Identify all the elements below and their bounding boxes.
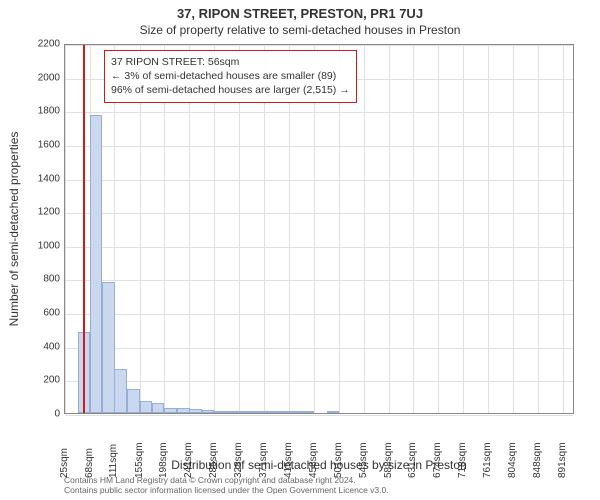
y-axis-label: Number of semi-detached properties [7,132,21,327]
gridline-v [389,45,390,413]
histogram-bar [177,408,190,413]
x-tick-label: 718sqm [457,418,468,478]
y-tick-label: 2000 [20,72,60,83]
histogram-bar [189,409,202,413]
y-tick-label: 600 [20,308,60,319]
x-tick-label: 111sqm [108,418,119,478]
gridline-v [538,45,539,413]
histogram-bar [202,410,215,413]
histogram-bar [277,411,290,413]
histogram-bar [252,411,265,413]
y-tick-label: 1400 [20,173,60,184]
gridline-v [463,45,464,413]
gridline-v [563,45,564,413]
histogram-bar [301,411,314,413]
page-subtitle: Size of property relative to semi-detach… [0,21,600,37]
y-tick-label: 0 [20,409,60,420]
x-tick-label: 241sqm [183,418,194,478]
y-tick-label: 400 [20,341,60,352]
x-tick-label: 631sqm [407,418,418,478]
histogram-bar [264,411,277,413]
annotation-line-1: 37 RIPON STREET: 56sqm [111,55,350,69]
copyright-notice: Contains HM Land Registry data © Crown c… [64,475,590,496]
histogram-bar [114,369,127,413]
copyright-line-1: Contains HM Land Registry data © Crown c… [64,475,590,486]
gridline-h [65,180,573,181]
x-tick-label: 415sqm [283,418,294,478]
x-tick-label: 371sqm [258,418,269,478]
x-tick-label: 674sqm [432,418,443,478]
page-title: 37, RIPON STREET, PRESTON, PR1 7UJ [0,0,600,21]
y-tick-label: 200 [20,375,60,386]
x-tick-label: 25sqm [59,418,70,478]
x-tick-label: 761sqm [482,418,493,478]
x-tick-label: 285sqm [208,418,219,478]
x-tick-label: 848sqm [532,418,543,478]
x-tick-label: 155sqm [134,418,145,478]
gridline-h [65,45,573,46]
y-tick-label: 1800 [20,106,60,117]
annotation-box: 37 RIPON STREET: 56sqm ← 3% of semi-deta… [104,50,357,103]
gridline-v [65,45,66,413]
gridline-h [65,213,573,214]
gridline-h [65,247,573,248]
annotation-line-3: 96% of semi-detached houses are larger (… [111,83,350,97]
gridline-v [364,45,365,413]
histogram-bar [227,411,240,413]
gridline-v [413,45,414,413]
gridline-v [513,45,514,413]
histogram-bar [239,411,252,413]
chart-area: Number of semi-detached properties Distr… [64,44,574,414]
y-tick-label: 1000 [20,240,60,251]
gridline-h [65,314,573,315]
y-tick-label: 800 [20,274,60,285]
y-tick-label: 1600 [20,139,60,150]
copyright-line-2: Contains public sector information licen… [64,485,590,496]
gridline-h [65,415,573,416]
gridline-h [65,146,573,147]
x-tick-label: 458sqm [308,418,319,478]
histogram-bar [327,411,340,413]
x-tick-label: 545sqm [358,418,369,478]
x-tick-label: 198sqm [158,418,169,478]
x-tick-label: 328sqm [233,418,244,478]
gridline-h [65,112,573,113]
annotation-line-2: ← 3% of semi-detached houses are smaller… [111,69,350,83]
property-marker-line [83,45,85,413]
gridline-h [65,348,573,349]
x-tick-label: 588sqm [383,418,394,478]
histogram-bar [90,115,103,413]
y-tick-label: 1200 [20,207,60,218]
gridline-h [65,280,573,281]
gridline-v [438,45,439,413]
histogram-bar [164,408,177,413]
x-tick-label: 804sqm [507,418,518,478]
histogram-bar [214,411,227,413]
gridline-h [65,381,573,382]
histogram-bar [152,403,165,413]
histogram-bar [289,411,302,413]
y-tick-label: 2200 [20,39,60,50]
x-tick-label: 68sqm [84,418,95,478]
histogram-bar [102,282,115,413]
x-tick-label: 891sqm [557,418,568,478]
x-tick-label: 501sqm [333,418,344,478]
histogram-bar [140,401,153,413]
gridline-v [488,45,489,413]
histogram-bar [127,389,140,413]
